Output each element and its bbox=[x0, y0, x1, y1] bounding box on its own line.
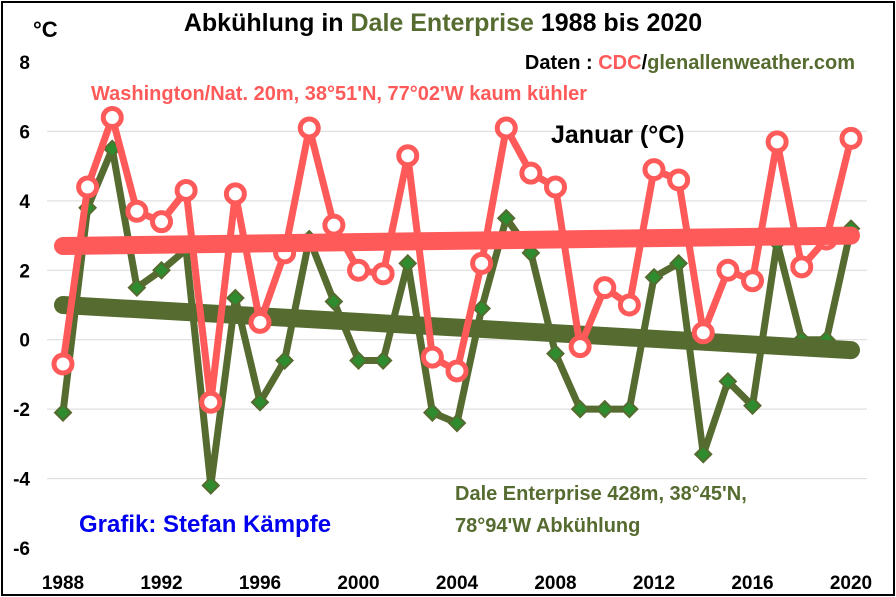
washington-point bbox=[297, 116, 321, 140]
title-part-2: Dale Enterprise bbox=[351, 9, 535, 37]
x-axis: 1988 1992 1996 2000 2004 2008 2012 2016 2020 bbox=[42, 573, 872, 594]
washington-point bbox=[544, 175, 567, 199]
washington-point bbox=[174, 178, 198, 202]
washington-point bbox=[76, 175, 100, 199]
x-tick-label: 1988 bbox=[42, 573, 84, 594]
y-axis: -6 -4 -2 0 2 4 6 8 bbox=[13, 53, 30, 560]
dale-point bbox=[595, 399, 615, 419]
y-tick-label: 8 bbox=[19, 53, 30, 74]
washington-point bbox=[741, 269, 764, 293]
dale-point bbox=[422, 403, 442, 423]
x-tick-label: 2004 bbox=[436, 573, 479, 594]
dale-point bbox=[472, 299, 492, 318]
dale-point bbox=[201, 476, 221, 495]
source-prefix: Daten : bbox=[525, 52, 598, 74]
washington-point bbox=[839, 126, 863, 150]
dale-annotation-line-1: Dale Enterprise 428m, 38°45'N, bbox=[455, 483, 747, 505]
y-tick-label: -6 bbox=[13, 539, 30, 560]
washington-series bbox=[51, 106, 863, 414]
dale-trend-line bbox=[54, 296, 860, 360]
x-tick-label: 2020 bbox=[830, 573, 872, 594]
washington-point bbox=[396, 144, 420, 168]
credit-annotation: Grafik: Stefan Kämpfe bbox=[79, 511, 331, 538]
dale-point bbox=[53, 403, 73, 423]
dale-point bbox=[447, 413, 467, 433]
washington-point bbox=[617, 293, 641, 317]
washington-point bbox=[420, 345, 444, 369]
dale-point bbox=[127, 278, 147, 298]
washington-point bbox=[371, 262, 395, 286]
washington-point bbox=[494, 116, 518, 140]
dale-point bbox=[546, 344, 565, 364]
washington-point bbox=[765, 130, 789, 154]
x-tick-label: 1996 bbox=[239, 573, 281, 594]
source-site: glenallenweather.com bbox=[647, 52, 855, 74]
dale-point bbox=[225, 288, 245, 308]
y-tick-label: 0 bbox=[19, 331, 30, 352]
dale-point bbox=[398, 253, 418, 273]
washington-point bbox=[445, 359, 469, 383]
washington-point bbox=[691, 321, 715, 345]
washington-point bbox=[322, 213, 346, 237]
dale-point bbox=[152, 260, 171, 280]
washington-point bbox=[199, 390, 223, 414]
x-tick-label: 2012 bbox=[633, 573, 675, 594]
dale-point bbox=[619, 399, 639, 419]
month-label: Januar (°C) bbox=[551, 121, 685, 149]
washington-point bbox=[790, 255, 814, 279]
x-tick-label: 2008 bbox=[534, 573, 576, 594]
source-cdc: CDC bbox=[598, 52, 641, 74]
washington-point bbox=[642, 158, 666, 182]
title-part-3: 1988 bis 2020 bbox=[534, 9, 702, 37]
y-tick-label: 4 bbox=[19, 192, 30, 213]
x-tick-label: 2016 bbox=[731, 573, 773, 594]
dale-point bbox=[373, 351, 393, 370]
washington-point bbox=[716, 258, 740, 282]
chart-title: Abkühlung in Dale Enterprise 1988 bis 20… bbox=[184, 9, 702, 37]
washington-point bbox=[150, 210, 173, 234]
y-axis-label: °C bbox=[33, 17, 58, 42]
dale-point bbox=[644, 267, 664, 287]
y-tick-label: 2 bbox=[19, 261, 30, 282]
dale-point bbox=[693, 444, 713, 464]
dale-point bbox=[275, 351, 295, 370]
washington-point bbox=[125, 199, 149, 223]
dale-point bbox=[718, 371, 738, 391]
dale-point bbox=[743, 396, 762, 416]
dale-point bbox=[570, 399, 590, 419]
y-tick-label: -4 bbox=[13, 470, 30, 491]
plot-area bbox=[51, 106, 863, 495]
washington-point bbox=[51, 352, 75, 376]
washington-point bbox=[470, 251, 494, 275]
washington-point bbox=[667, 168, 691, 192]
temperature-chart: -6 -4 -2 0 2 4 6 8 1988 1992 1996 2000 2004 2008 2012… bbox=[13, 9, 872, 594]
dale-point bbox=[496, 208, 516, 228]
washington-annotation: Washington/Nat. 20m, 38°51'N, 77°02'W ka… bbox=[91, 83, 587, 105]
washington-trend-line bbox=[54, 226, 860, 255]
source-slash: / bbox=[642, 52, 648, 74]
dale-annotation-line-2: 78°94'W Abkühlung bbox=[455, 515, 640, 537]
washington-point bbox=[568, 335, 592, 359]
y-tick-label: 6 bbox=[19, 122, 30, 143]
dale-point bbox=[324, 292, 344, 311]
dale-point bbox=[521, 243, 541, 263]
x-tick-label: 2000 bbox=[337, 573, 379, 594]
dale-point bbox=[250, 392, 270, 412]
y-tick-label: -2 bbox=[13, 400, 30, 421]
source-annotation: Daten : CDC/glenallenweather.com bbox=[525, 52, 855, 74]
washington-point bbox=[223, 182, 247, 206]
washington-point bbox=[519, 161, 543, 185]
dale-point bbox=[669, 253, 689, 273]
dale-point bbox=[349, 351, 368, 370]
washington-point bbox=[593, 276, 617, 300]
washington-point bbox=[248, 310, 272, 334]
x-tick-label: 1992 bbox=[140, 573, 182, 594]
washington-point bbox=[100, 106, 124, 130]
title-part-1: Abkühlung in bbox=[184, 9, 351, 37]
washington-point bbox=[347, 258, 370, 282]
